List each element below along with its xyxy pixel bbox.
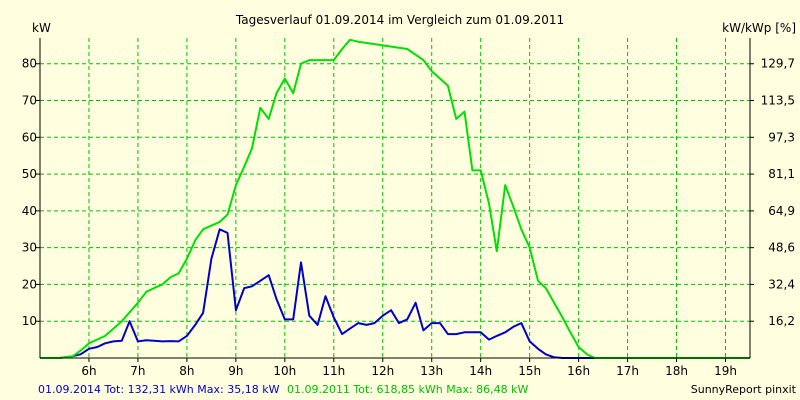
x-tick-label-13: 19h (714, 364, 737, 378)
y-right-tick-label-1: 32,4 (768, 277, 795, 291)
y-right-tick-label-0: 16,2 (768, 314, 795, 328)
series-layer (40, 38, 750, 359)
plot-frame (39, 38, 751, 359)
x-tick-label-8: 14h (469, 364, 492, 378)
x-tick-label-2: 8h (179, 364, 194, 378)
y-left-tick-label-0: 10 (22, 314, 37, 328)
x-tick-label-3: 9h (228, 364, 243, 378)
left-axis-label: kW (32, 21, 51, 35)
y-left-tick-label-3: 40 (22, 204, 37, 218)
legend-2014-summary: 01.09.2014 Tot: 132,31 kWh Max: 35,18 kW (38, 383, 280, 396)
y-left-tick-label-4: 50 (22, 167, 37, 181)
y-left-tick-label-1: 20 (22, 277, 37, 291)
y-left-tick-label-5: 60 (22, 130, 37, 144)
right-axis-ticks: 16,2 32,4 48,6 64,9 81,1 97,3 113,5 129,7 (750, 57, 795, 328)
x-tick-label-4: 10h (273, 364, 296, 378)
legend-2011-summary: 01.09.2011 Tot: 618,85 kWh Max: 86,48 kW (287, 383, 529, 396)
x-tick-label-10: 16h (567, 364, 590, 378)
x-tick-label-7: 13h (420, 364, 443, 378)
y-right-tick-label-3: 64,9 (768, 204, 795, 218)
footer-source: SunnyReport pinxit (691, 383, 797, 396)
x-tick-label-9: 15h (518, 364, 541, 378)
chart-title: Tagesverlauf 01.09.2014 im Vergleich zum… (235, 13, 564, 27)
series-line-1 (40, 38, 750, 359)
y-left-tick-label-2: 30 (22, 241, 37, 255)
x-tick-label-0: 6h (81, 364, 96, 378)
y-left-tick-label-7: 80 (22, 57, 37, 71)
grid (40, 38, 750, 358)
left-axis-ticks: 10 20 30 40 50 60 70 80 (22, 57, 40, 328)
x-tick-label-5: 11h (322, 364, 345, 378)
x-axis-ticks: 6h 7h 8h 9h 10h 11h 12h 13h 14h 15h 16h 17h 18h 19h (81, 358, 737, 378)
y-right-tick-label-2: 48,6 (768, 241, 795, 255)
right-axis-label: kW/kWp [%] (722, 21, 796, 35)
y-right-tick-label-7: 129,7 (761, 57, 795, 71)
footer-legend: 01.09.2014 Tot: 132,31 kWh Max: 35,18 kW… (38, 383, 529, 396)
x-tick-label-11: 17h (616, 364, 639, 378)
x-tick-label-1: 7h (130, 364, 145, 378)
y-right-tick-label-4: 81,1 (768, 167, 795, 181)
y-left-tick-label-6: 70 (22, 94, 37, 108)
y-right-tick-label-5: 97,3 (768, 130, 795, 144)
series-line-0 (40, 228, 750, 359)
x-tick-label-6: 12h (371, 364, 394, 378)
x-tick-label-12: 18h (665, 364, 688, 378)
y-right-tick-label-6: 113,5 (761, 94, 795, 108)
